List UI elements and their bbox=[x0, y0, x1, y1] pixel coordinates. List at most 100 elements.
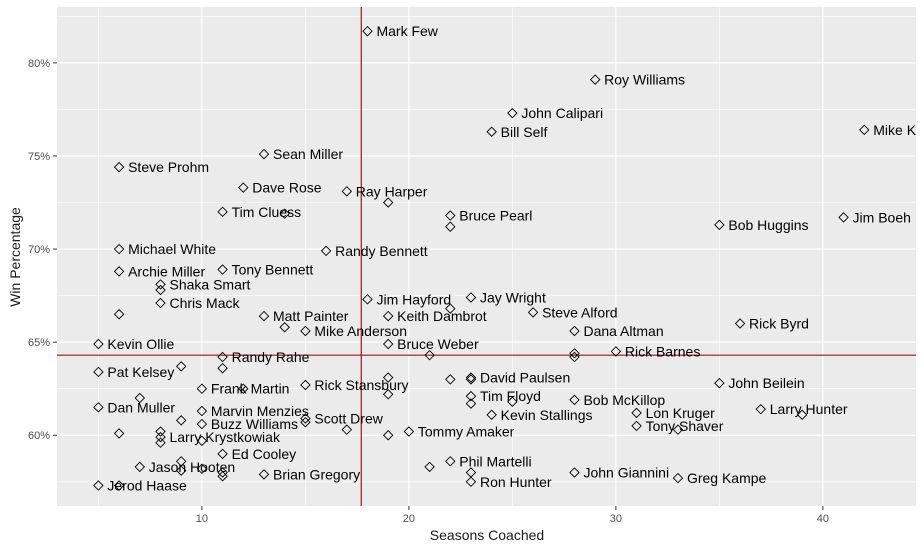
data-point bbox=[424, 349, 435, 361]
point-label: Mark Few bbox=[376, 23, 438, 39]
y-axis-title: Win Percentage bbox=[7, 207, 23, 307]
data-point bbox=[486, 126, 497, 137]
x-axis-title: Seasons Coached bbox=[430, 527, 544, 543]
data-point bbox=[300, 413, 311, 424]
grid-lines bbox=[57, 7, 916, 506]
point-label: Mike Anderson bbox=[314, 323, 407, 339]
x-tick-label: 20 bbox=[403, 513, 415, 525]
data-point bbox=[403, 426, 415, 437]
data-point bbox=[465, 292, 477, 303]
data-point bbox=[217, 362, 228, 374]
data-point bbox=[755, 403, 766, 415]
data-point bbox=[175, 465, 187, 476]
data-point bbox=[113, 161, 125, 173]
point-label: Roy Williams bbox=[604, 72, 685, 88]
data-point bbox=[300, 325, 311, 337]
y-tick-label: 65% bbox=[28, 337, 50, 349]
data-point bbox=[382, 389, 394, 400]
data-point bbox=[217, 467, 228, 478]
data-point bbox=[93, 338, 104, 350]
point-label: Phil Martelli bbox=[459, 453, 531, 469]
data-point bbox=[569, 351, 580, 363]
data-points bbox=[93, 25, 870, 491]
point-label: Tommy Amaker bbox=[418, 424, 515, 440]
point-label: Greg Kampe bbox=[687, 470, 767, 486]
point-label: Steve Prohm bbox=[128, 159, 209, 175]
data-point bbox=[238, 383, 249, 394]
data-point bbox=[465, 398, 477, 409]
data-point bbox=[382, 338, 394, 350]
data-point bbox=[424, 461, 435, 473]
point-label: Tony Bennett bbox=[232, 262, 314, 278]
point-label: Archie Miller bbox=[128, 263, 205, 279]
data-point bbox=[569, 394, 580, 406]
data-point bbox=[93, 402, 104, 413]
point-label: Bruce Weber bbox=[397, 336, 479, 352]
point-label: Rick Stansbury bbox=[314, 377, 408, 393]
y-tick-label: 60% bbox=[28, 430, 50, 442]
data-point bbox=[258, 469, 270, 480]
point-label: Michael White bbox=[128, 241, 216, 257]
point-label: Ray Harper bbox=[356, 183, 428, 199]
data-point bbox=[362, 25, 373, 37]
point-label: John Beilein bbox=[728, 375, 804, 391]
axes: 10 20 30 40 60% 65% 70% 75% 80% bbox=[28, 58, 829, 525]
data-point bbox=[217, 448, 228, 460]
data-point bbox=[155, 284, 166, 296]
data-point bbox=[93, 366, 104, 378]
point-label: Marvin Menzies bbox=[211, 403, 309, 419]
data-point bbox=[279, 208, 290, 219]
data-point bbox=[465, 374, 477, 385]
point-label: Dana Altman bbox=[583, 323, 663, 339]
point-label: John Giannini bbox=[583, 464, 669, 480]
reference-lines bbox=[57, 7, 916, 506]
point-label: Rick Byrd bbox=[749, 316, 809, 332]
data-point bbox=[465, 476, 477, 488]
data-point bbox=[196, 435, 208, 447]
point-label: Jim Hayford bbox=[376, 291, 451, 307]
data-point bbox=[672, 424, 684, 435]
data-point bbox=[486, 409, 497, 421]
data-point bbox=[465, 372, 477, 383]
point-label: Dan Muller bbox=[107, 399, 175, 415]
data-point bbox=[175, 415, 187, 426]
data-point bbox=[589, 74, 601, 85]
point-label: Dave Rose bbox=[252, 180, 321, 196]
data-point bbox=[279, 322, 290, 333]
data-point bbox=[134, 392, 146, 404]
data-point bbox=[113, 480, 125, 491]
y-tick-label: 80% bbox=[28, 58, 50, 70]
point-label: Frank Martin bbox=[211, 381, 290, 397]
y-tick-label: 70% bbox=[28, 244, 50, 256]
point-label: Shaka Smart bbox=[169, 276, 250, 292]
point-label: Chris Mack bbox=[169, 295, 240, 311]
point-label: Scott Drew bbox=[314, 410, 383, 426]
point-label: Ron Hunter bbox=[480, 474, 552, 490]
data-point bbox=[217, 206, 228, 218]
data-point bbox=[445, 303, 456, 314]
data-point bbox=[569, 325, 580, 337]
point-label: Matt Painter bbox=[273, 308, 349, 324]
data-point bbox=[362, 294, 373, 305]
data-point bbox=[217, 351, 228, 363]
point-label: Steve Alford bbox=[542, 304, 618, 320]
data-point bbox=[155, 431, 166, 443]
data-point bbox=[672, 472, 684, 484]
point-label: John Calipari bbox=[521, 105, 603, 121]
data-point bbox=[320, 245, 332, 257]
data-point bbox=[610, 346, 622, 357]
data-point bbox=[382, 197, 394, 208]
data-point bbox=[258, 310, 270, 322]
data-point bbox=[507, 107, 518, 119]
x-tick-label: 40 bbox=[817, 513, 829, 525]
point-label: Larry Krystkowiak bbox=[169, 429, 280, 445]
data-point bbox=[238, 182, 249, 193]
data-point bbox=[382, 310, 394, 322]
data-point bbox=[631, 420, 642, 432]
data-point bbox=[217, 264, 228, 275]
y-tick-label: 75% bbox=[28, 151, 50, 163]
point-label: Randy Rahe bbox=[232, 349, 310, 365]
point-label: Bruce Pearl bbox=[459, 208, 532, 224]
data-point bbox=[382, 372, 394, 383]
